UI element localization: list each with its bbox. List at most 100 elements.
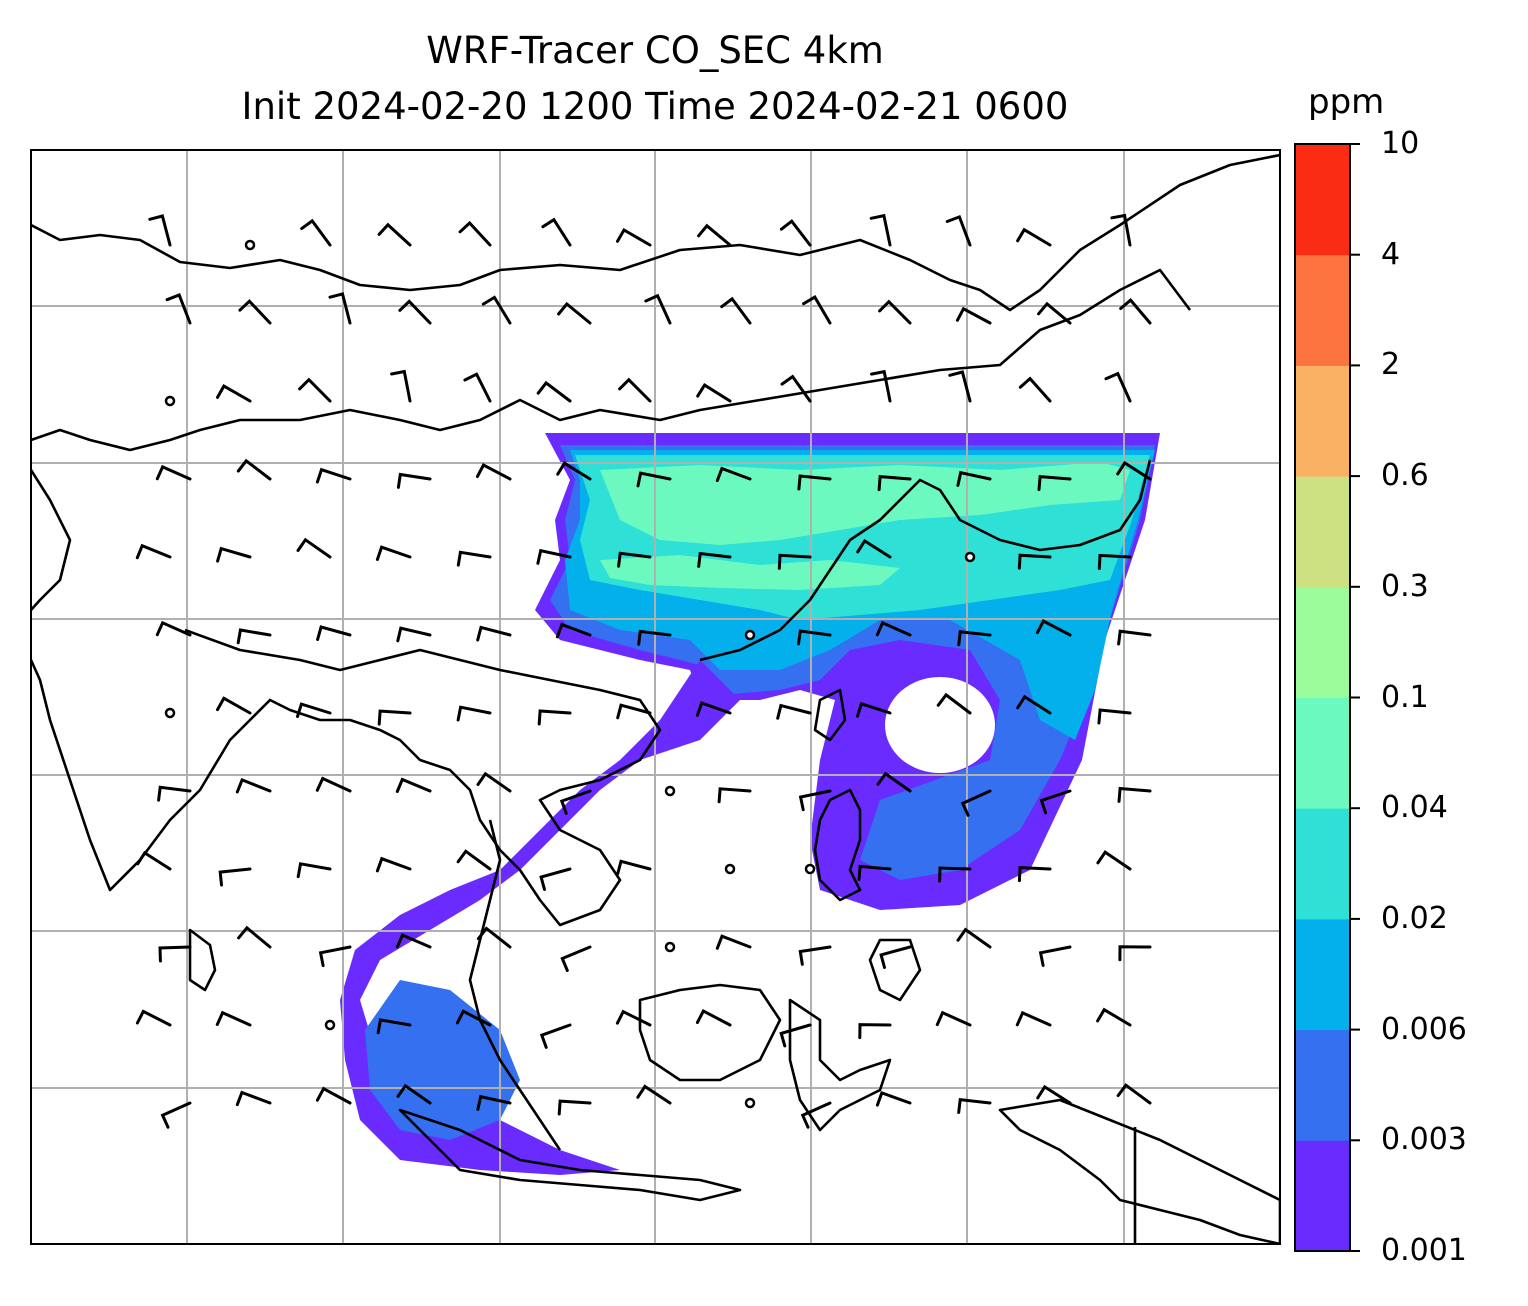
colorbar-tick-label: 10 [1381,126,1420,161]
wind-barb [776,703,812,720]
colorbar-tick-label: 0.001 [1381,1233,1467,1268]
wind-barb [948,370,972,403]
colorbar-segment [1295,144,1350,256]
wind-barb [215,1010,252,1027]
colorbar-tick-label: 0.1 [1381,679,1429,715]
wind-barb [1118,945,1152,962]
wind-barb [616,227,652,247]
wind-barb [1116,1083,1152,1105]
calm-circles [164,239,976,1109]
wind-barb [800,1101,832,1129]
wind-barb [481,295,512,325]
wind-barb [463,372,492,403]
wind-barb [456,550,492,567]
colorbar-segment [1295,586,1350,698]
wind-barb [235,1090,272,1107]
colorbar-tick-label: 0.006 [1381,1011,1467,1047]
wind-barb [1104,371,1132,403]
calm-wind-marker [244,239,256,251]
graticule [31,150,1280,1244]
plume-peak-2 [600,555,900,590]
wind-barb [1017,866,1052,883]
colorbar-frame [1294,143,1351,1252]
colorbar-segment [1295,254,1350,366]
wind-barb [316,625,352,641]
wind-barb [390,369,412,403]
wind-barb [377,709,412,726]
wind-barb [318,945,352,968]
wind-barb [560,945,592,972]
calm-wind-marker [664,785,676,797]
wind-barb [539,1023,572,1049]
wind-barb [878,299,912,325]
wind-barb [715,934,752,950]
colorbar-segment [1295,808,1350,920]
wind-barbs [135,213,1152,1129]
wind-barb [456,705,492,722]
wind-barb [1035,618,1072,637]
wind-barb [155,464,192,481]
wind-barb [1015,1010,1052,1027]
wind-barb [636,471,672,488]
wind-barb [856,538,892,559]
colorbar-tick-label: 2 [1381,347,1401,383]
wind-barb [696,383,732,403]
wind-barb [216,546,252,563]
wind-barb [644,293,672,325]
wind-barb [717,787,752,804]
coastlines [31,153,1280,1244]
calm-wind-marker [164,707,176,719]
wind-barb [315,776,352,793]
wind-barb [1097,708,1132,725]
wind-barb [875,1090,912,1107]
wind-barb [155,620,192,637]
wind-barb [697,223,732,247]
wind-barb [617,551,652,568]
wind-barb [135,1009,172,1027]
wind-barb [779,219,812,247]
wind-barb [616,703,652,720]
wind-barb [957,630,992,647]
wind-barb [720,296,752,325]
wind-barb [1097,553,1132,570]
wind-barb [148,214,172,247]
wind-barb [541,217,572,247]
wind-barb [935,1010,972,1027]
wind-barb [157,785,192,802]
wind-barb [637,629,672,646]
wind-barb [559,789,592,815]
wind-barb [315,1086,352,1105]
wind-barb [1117,629,1152,646]
wind-barb [298,377,332,403]
wind-barb [798,945,832,966]
wind-barb [875,620,912,637]
wind-barb [375,856,412,873]
wind-barb [798,789,832,812]
wind-barb [537,709,572,726]
calm-wind-marker [164,395,176,407]
wind-barb [1037,474,1072,491]
wind-barb [618,377,652,403]
wind-barb [475,462,512,481]
wind-barb [1116,460,1152,481]
wind-barb [697,551,732,568]
wind-barb [780,374,812,403]
tracer-plume-north [535,433,1160,910]
wind-barb [777,553,812,570]
plume-hole [885,677,995,773]
wind-barb [938,866,972,883]
wind-barb [398,299,432,325]
wind-barb [395,933,432,949]
wind-barb [1018,376,1052,403]
wind-barb [158,945,192,963]
wind-barb [1039,789,1072,815]
colorbar-segment [1295,1140,1350,1252]
calm-wind-marker [964,551,976,563]
wind-barb [877,474,912,492]
wind-barb [870,369,892,403]
wind-barb [556,461,592,481]
wind-barb [216,384,252,403]
calm-wind-marker [744,629,756,641]
wind-barb [936,692,972,715]
wind-barb [869,213,892,247]
